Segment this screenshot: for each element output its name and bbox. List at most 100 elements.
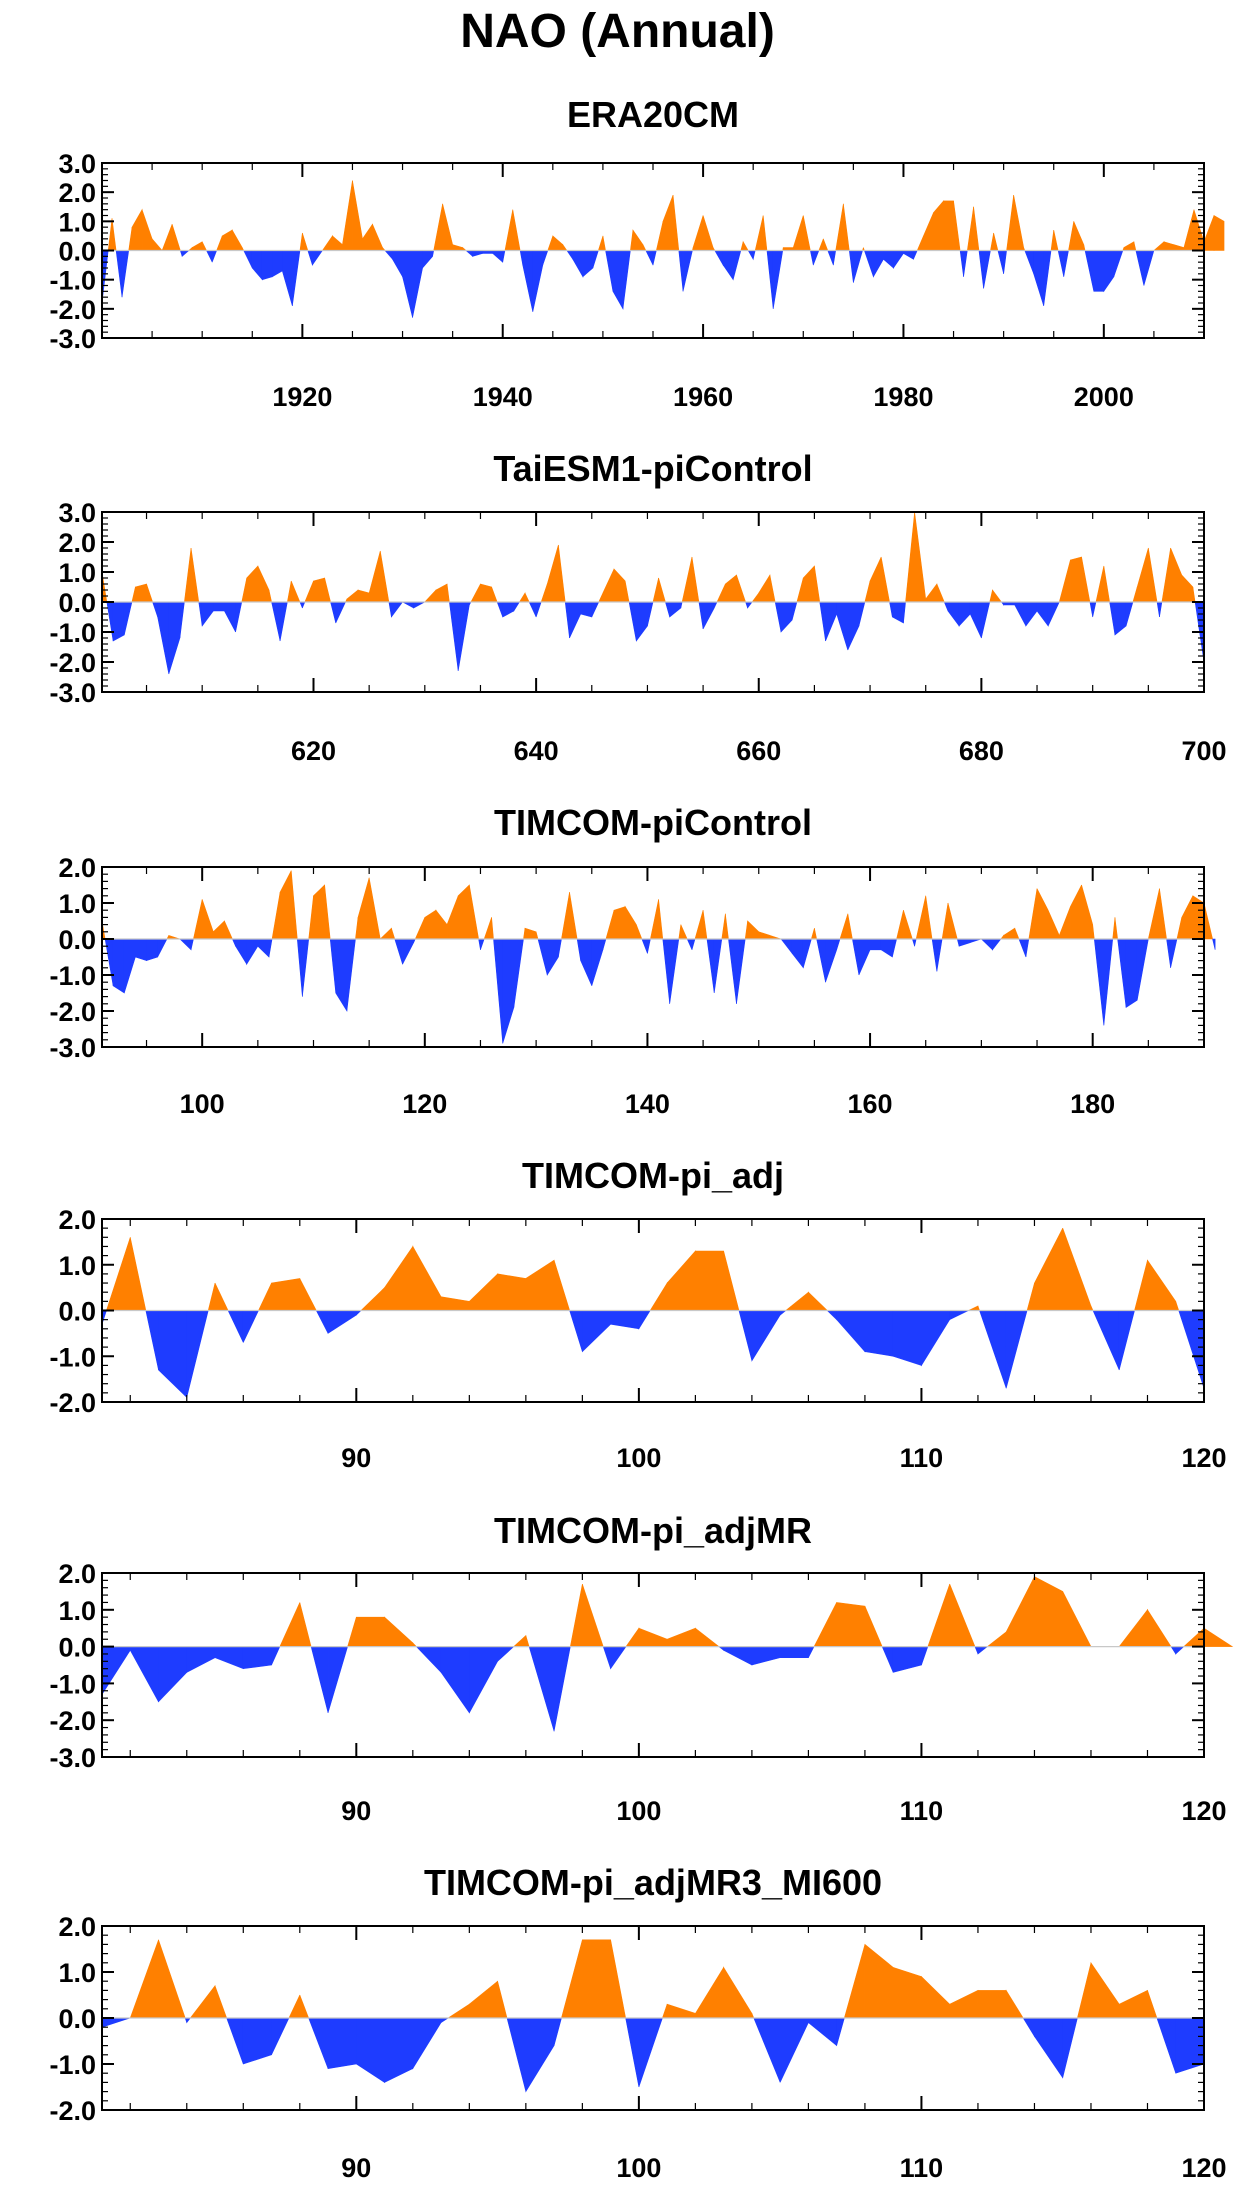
negative-area [863,250,874,277]
negative-area [242,1646,272,1670]
negative-area [1170,1646,1177,1655]
positive-area [630,230,634,251]
positive-area [892,1966,922,2019]
positive-area [605,910,615,940]
x-tick-label: 110 [900,1796,944,1826]
positive-area [1161,547,1171,603]
positive-area [446,895,459,940]
positive-area [843,1944,866,2019]
positive-area [1183,1627,1205,1647]
negative-area [983,250,991,289]
negative-area [1025,601,1038,627]
positive-area [158,1939,186,2019]
negative-area [257,938,270,958]
negative-area [702,601,715,630]
negative-area [949,1310,969,1321]
negative-area [638,2017,663,2088]
positive-area [171,224,181,251]
x-tick-label: 140 [625,1089,670,1119]
positive-area [662,194,674,251]
positive-area [246,565,259,603]
negative-area [1062,2017,1078,2078]
chart-panel-6: TIMCOM-pi_adjMR3_MI600 2.0 1.0 0.0 -1.0 -2.0 9… [49,1862,1226,2183]
chart-panel-3: TIMCOM-piControl 2.0 1.0 0.0 -1.0 -2.0 -3.0 100… [49,802,1216,1119]
positive-area [1181,895,1194,940]
positive-area [525,1635,530,1647]
negative-area [652,250,657,266]
negative-area [497,1646,515,1662]
negative-area [826,1310,837,1321]
positive-area [379,550,390,603]
negative-area [243,250,253,269]
negative-area [235,938,248,966]
positive-area [524,927,537,940]
negative-area [186,1646,216,1673]
negative-area [186,1310,209,1398]
negative-area [979,1310,1007,1389]
negative-area [812,250,820,266]
positive-area [723,1966,753,2019]
negative-area [112,601,125,642]
y-tick-label: -1.0 [49,618,96,648]
negative-area [525,2017,555,2093]
y-tick-label: -3.0 [49,1033,96,1063]
negative-area [492,250,504,263]
positive-area [1090,1961,1120,2019]
negative-area [422,250,433,269]
positive-area [190,547,200,603]
negative-area [1093,250,1105,292]
negative-area [858,938,871,976]
negative-area [713,938,723,994]
positive-area [666,1250,696,1311]
negative-area [271,601,281,642]
positive-area [440,1296,470,1311]
positive-area [742,240,749,251]
positive-area [1112,917,1116,940]
positive-area [1153,241,1165,251]
positive-area [135,583,147,603]
negative-area [1057,250,1065,277]
negative-area [1034,2017,1064,2079]
positive-area [129,1237,147,1311]
positive-area [356,1616,385,1647]
positive-area [1136,547,1149,603]
negative-area [791,938,804,969]
negative-area [881,1646,894,1673]
negative-area [1024,250,1034,274]
negative-area [582,1310,611,1353]
y-tick-label: -2.0 [49,997,96,1027]
positive-area [547,235,554,251]
negative-area [580,938,593,986]
positive-area [802,215,811,251]
positive-area [447,2003,470,2019]
positive-area [1132,586,1138,603]
negative-area [1022,2017,1035,2038]
positive-area [818,238,824,251]
positive-area [321,234,333,251]
positive-area [839,913,849,940]
negative-area [691,938,696,950]
x-tick-label: 1940 [473,382,533,412]
negative-area [502,250,506,263]
positive-area [602,235,606,251]
negative-area [157,601,170,675]
positive-area [1114,917,1118,940]
negative-area [943,601,949,612]
positive-area [299,1994,310,2019]
y-tick-label: 0.0 [58,925,96,955]
positive-area [412,1245,442,1311]
positive-area [540,583,548,603]
negative-area [576,938,581,961]
positive-area [823,238,829,251]
y-tick-label: 2.0 [58,1559,96,1589]
negative-area [532,250,544,312]
y-tick-label: 1.0 [58,1958,96,1988]
negative-area [732,250,742,280]
negative-area [123,601,133,636]
positive-area [1073,221,1085,251]
positive-area [241,577,248,603]
positive-area [355,917,359,940]
negative-area [612,250,624,310]
positive-area [914,511,927,603]
positive-area [1058,559,1071,603]
